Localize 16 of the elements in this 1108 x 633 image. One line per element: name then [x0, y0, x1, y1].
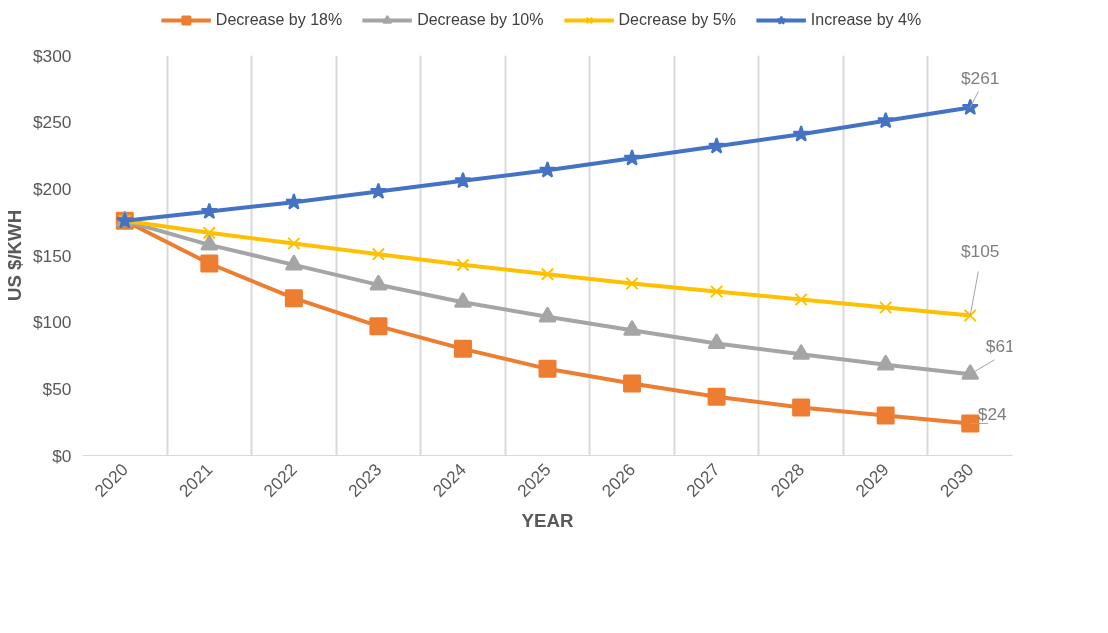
y-tick-label: $250 — [32, 112, 72, 133]
legend-label: Decrease by 10% — [417, 11, 544, 29]
data-label: $261 — [960, 67, 1000, 88]
y-tick-label: $100 — [32, 312, 72, 333]
y-tick-label: $150 — [32, 245, 72, 266]
legend-label: Increase by 4% — [810, 11, 922, 29]
data-label: $24 — [977, 403, 1008, 424]
y-tick-label: $0 — [52, 445, 72, 466]
y-tick-label: $50 — [42, 378, 72, 399]
y-axis-title: US $/KWH — [3, 209, 25, 302]
legend-label: Decrease by 18% — [215, 11, 343, 29]
data-label: $105 — [960, 240, 1000, 261]
y-tick-label: $300 — [32, 45, 72, 66]
x-axis-title: YEAR — [521, 510, 574, 532]
legend-label: Decrease by 5% — [618, 11, 736, 29]
y-tick-label: $200 — [32, 178, 72, 199]
